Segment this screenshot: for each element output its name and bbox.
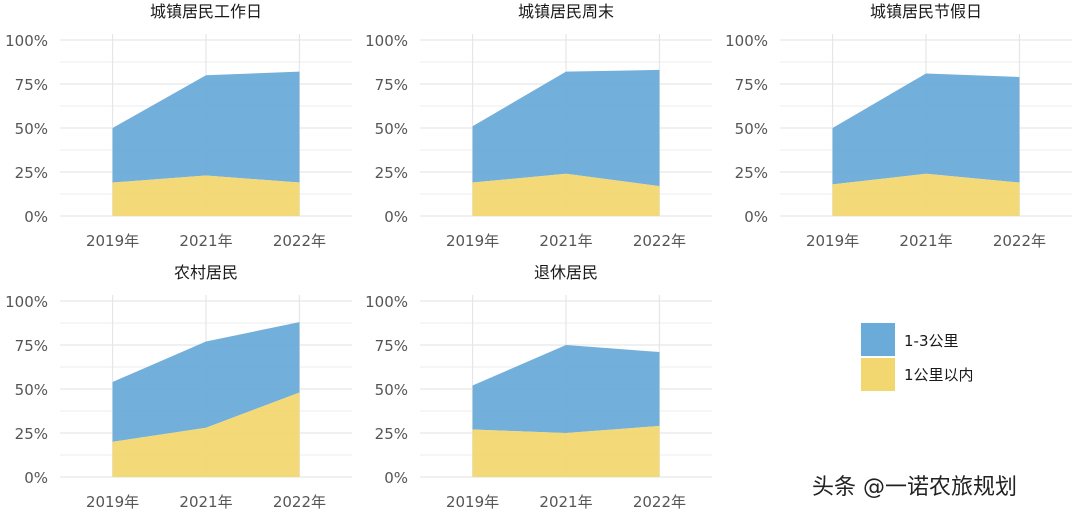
chart-panel-3: 城镇居民节假日 0% 25% 50% 75% 100% 2019年 2021年 2022年 [725, 2, 1072, 250]
x-tick-label: 2021年 [539, 232, 592, 250]
y-tick-label: 50% [735, 120, 768, 138]
legend-swatch-1-3km [861, 323, 895, 356]
legend-label-1-3km: 1-3公里 [904, 332, 959, 350]
y-tick-label: 75% [15, 337, 48, 355]
area-series-within-1km [832, 173, 1020, 216]
x-tick-label: 2019年 [806, 232, 859, 250]
chart-title: 城镇居民节假日 [870, 2, 982, 21]
y-tick-label: 50% [375, 120, 408, 138]
x-tick-label: 2022年 [993, 232, 1046, 250]
watermark-text: 头条 @一诺农旅规划 [812, 475, 1017, 500]
y-tick-label: 100% [5, 32, 48, 50]
x-tick-label: 2021年 [539, 493, 592, 511]
y-tick-label: 0% [384, 469, 408, 487]
y-tick-label: 75% [735, 76, 768, 94]
chart-panel-1: 城镇居民工作日 0% 25% 50% 75% 100% 2019年 2021年 2022年 [5, 2, 352, 250]
chart-title: 退休居民 [534, 263, 598, 282]
y-tick-label: 25% [375, 425, 408, 443]
y-tick-label: 0% [24, 208, 48, 226]
x-tick-label: 2021年 [899, 232, 952, 250]
area-series-within-1km [472, 425, 660, 477]
y-tick-label: 100% [365, 32, 408, 50]
y-tick-label: 100% [5, 293, 48, 311]
y-tick-label: 75% [15, 76, 48, 94]
y-tick-label: 50% [375, 381, 408, 399]
chart-title: 城镇居民周末 [518, 2, 614, 21]
y-tick-label: 100% [365, 293, 408, 311]
x-tick-label: 2021年 [179, 232, 232, 250]
x-tick-label: 2022年 [633, 493, 686, 511]
x-tick-label: 2022年 [273, 493, 326, 511]
chart-title: 农村居民 [174, 263, 238, 282]
legend-swatch-within-1km [861, 358, 895, 391]
area-series-1-3km [472, 69, 660, 187]
y-tick-label: 25% [15, 164, 48, 182]
x-tick-label: 2019年 [86, 232, 139, 250]
x-tick-label: 2022年 [633, 232, 686, 250]
x-tick-label: 2019年 [446, 493, 499, 511]
chart-panel-5: 退休居民 0% 25% 50% 75% 100% 2019年 2021年 2022年 [365, 263, 712, 511]
chart-title: 城镇居民工作日 [150, 2, 262, 21]
area-series-1-3km [832, 73, 1020, 185]
area-series-within-1km [112, 175, 300, 216]
x-tick-label: 2019年 [446, 232, 499, 250]
area-series-within-1km [472, 173, 660, 216]
y-tick-label: 50% [15, 381, 48, 399]
y-tick-label: 100% [725, 32, 768, 50]
y-tick-label: 75% [375, 337, 408, 355]
x-tick-label: 2022年 [273, 232, 326, 250]
chart-panel-4: 农村居民 0% 25% 50% 75% 100% 2019年 2021年 2022年 [5, 263, 352, 511]
y-tick-label: 50% [15, 120, 48, 138]
y-tick-label: 25% [375, 164, 408, 182]
area-series-1-3km [472, 345, 660, 433]
y-tick-label: 75% [375, 76, 408, 94]
area-series-within-1km [112, 392, 300, 477]
x-tick-label: 2019年 [86, 493, 139, 511]
y-tick-label: 0% [744, 208, 768, 226]
y-tick-label: 0% [24, 469, 48, 487]
y-tick-label: 25% [15, 425, 48, 443]
area-series-1-3km [112, 322, 300, 442]
chart-panel-2: 城镇居民周末 0% 25% 50% 75% 100% 2019年 2021年 2022年 [365, 2, 712, 250]
x-tick-label: 2021年 [179, 493, 232, 511]
legend: 1-3公里 1公里以内 [861, 323, 974, 391]
area-series-1-3km [112, 71, 300, 183]
y-tick-label: 0% [384, 208, 408, 226]
y-tick-label: 25% [735, 164, 768, 182]
legend-label-within-1km: 1公里以内 [904, 366, 974, 384]
